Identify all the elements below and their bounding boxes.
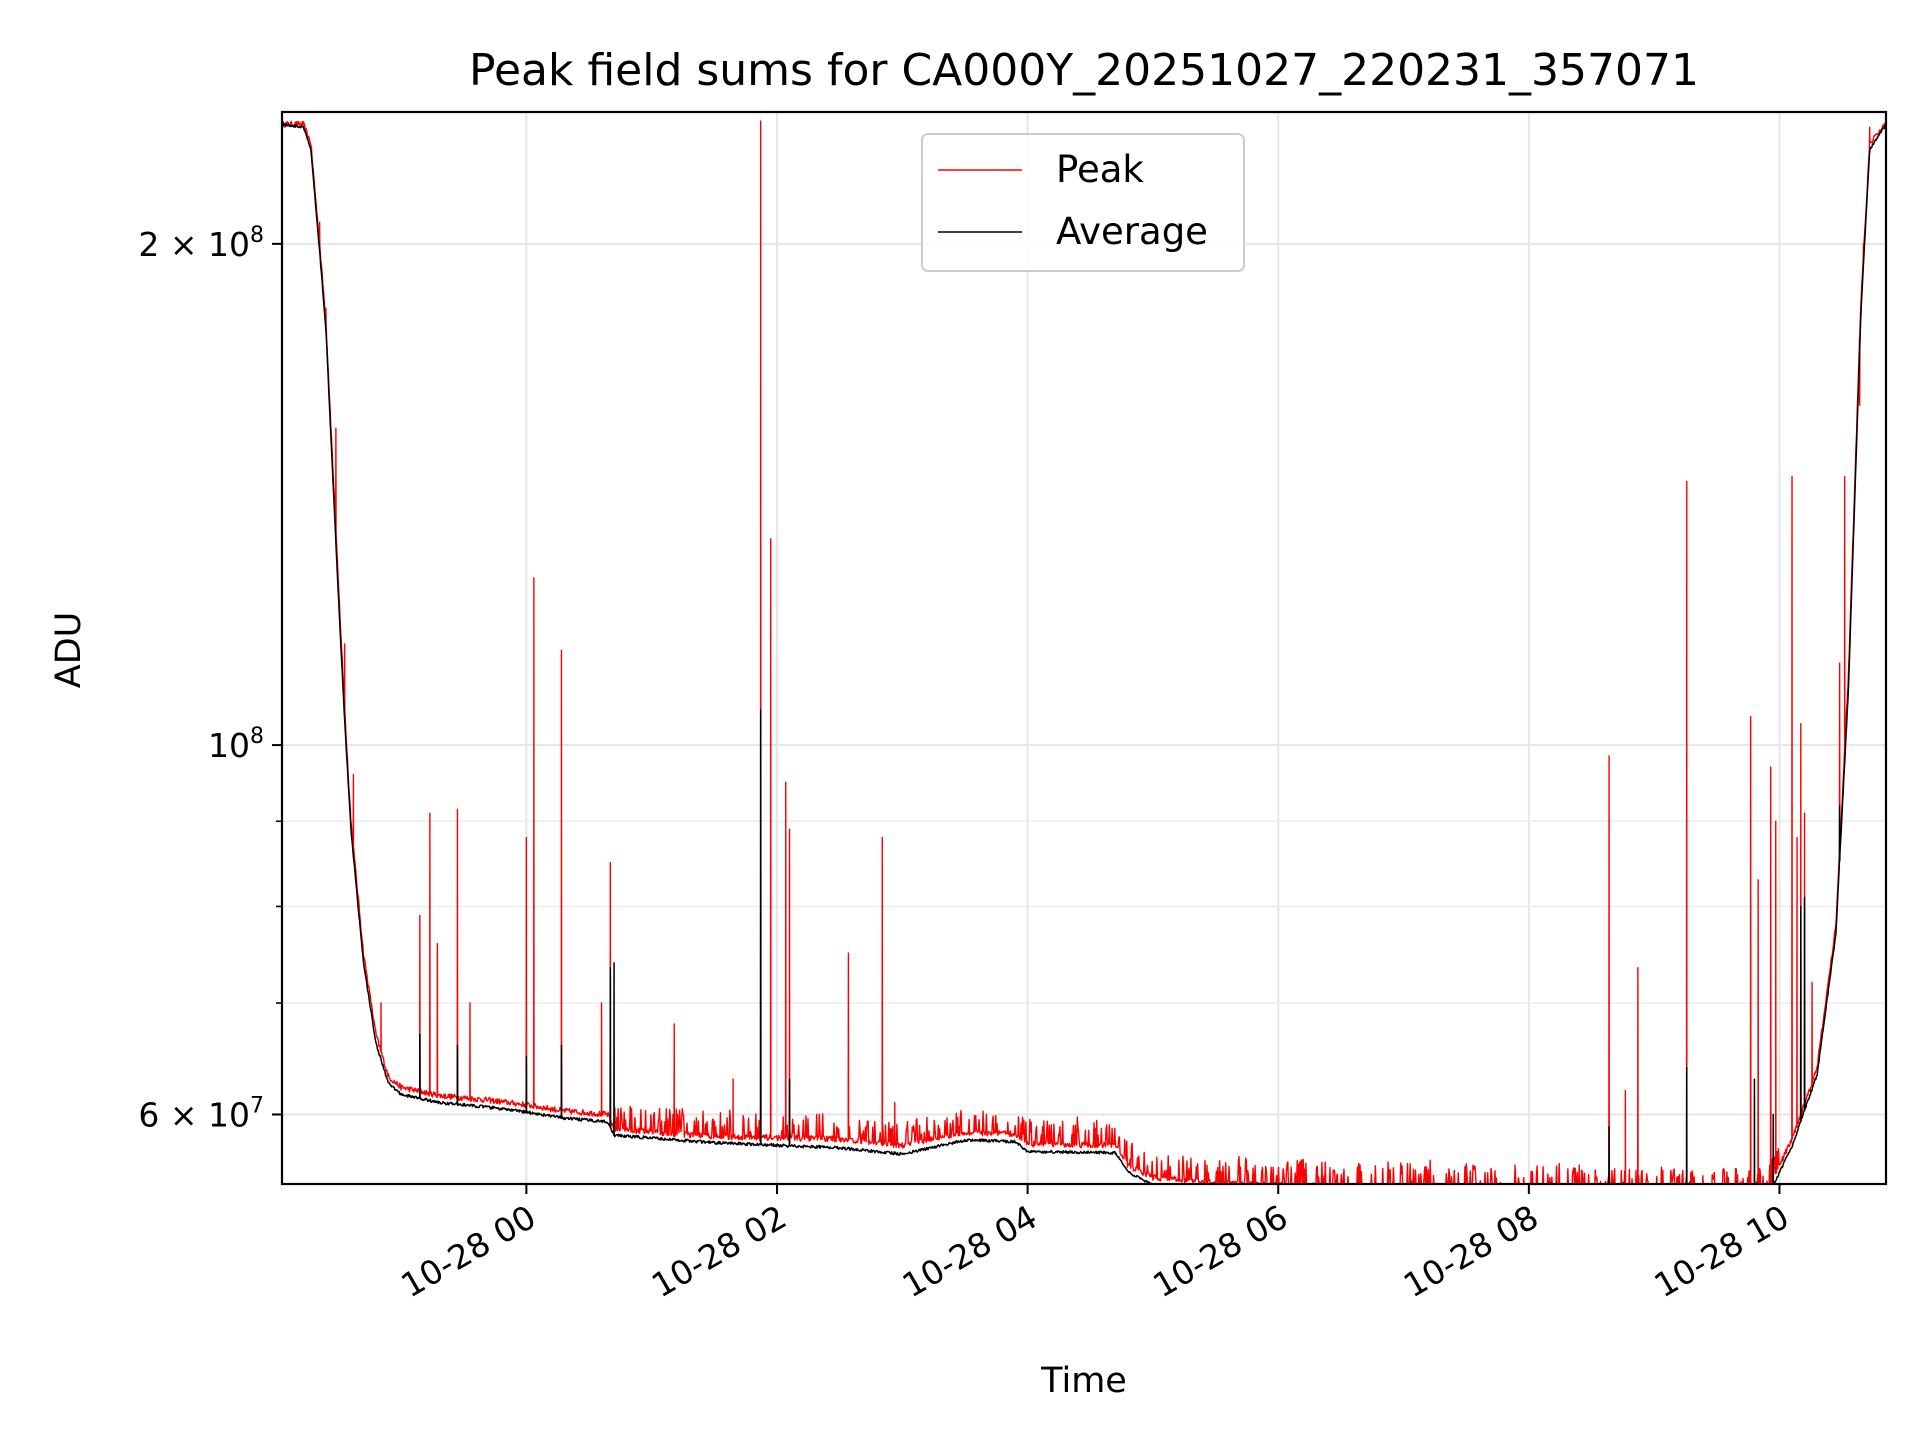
y-tick-label: 2 × 108 bbox=[138, 223, 264, 264]
legend: Peak Average bbox=[921, 133, 1245, 272]
y-tick-label: 108 bbox=[208, 724, 264, 765]
legend-label-peak: Peak bbox=[1056, 148, 1144, 191]
legend-box bbox=[921, 133, 1245, 272]
x-axis-label: Time bbox=[1040, 1361, 1127, 1401]
series-layer bbox=[282, 120, 1886, 1184]
plot-frame bbox=[280, 110, 1888, 1186]
grid bbox=[282, 112, 1886, 1184]
series-line-peak bbox=[282, 120, 1886, 1184]
y-tick-label: 6 × 107 bbox=[138, 1093, 264, 1134]
y-axis-label: ADU bbox=[49, 612, 89, 689]
chart-title: Peak field sums for CA000Y_20251027_2202… bbox=[469, 45, 1699, 96]
y-axis: 6 × 107 108 2 × 108 bbox=[138, 223, 282, 1134]
series-line-average bbox=[282, 122, 1886, 1184]
legend-label-average: Average bbox=[1056, 210, 1208, 253]
